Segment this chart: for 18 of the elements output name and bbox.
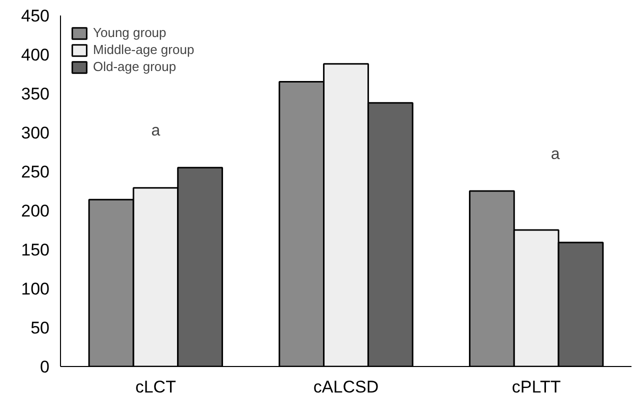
x-tick-label: cALCSD xyxy=(313,378,379,396)
y-tick-label: 200 xyxy=(21,202,50,220)
y-tick-label: 150 xyxy=(21,240,50,260)
legend-label: Old-age group xyxy=(93,59,176,74)
y-tick-label: 100 xyxy=(21,280,50,298)
annotation: a xyxy=(151,122,160,140)
x-tick-label: cPLTT xyxy=(512,378,561,396)
y-tick-label: 400 xyxy=(21,46,50,64)
y-tick-label: 250 xyxy=(21,162,50,182)
annotation: a xyxy=(550,146,560,163)
x-tick-label: cLCT xyxy=(135,378,176,396)
y-tick-label: 450 xyxy=(21,6,50,26)
legend-label: Middle-age group xyxy=(93,42,194,57)
y-tick-label: 300 xyxy=(21,124,50,142)
y-tick-label: 350 xyxy=(21,84,50,104)
legend-label: Young group xyxy=(93,25,166,40)
y-tick-label: 0 xyxy=(40,358,50,376)
y-tick-label: 50 xyxy=(30,318,50,338)
